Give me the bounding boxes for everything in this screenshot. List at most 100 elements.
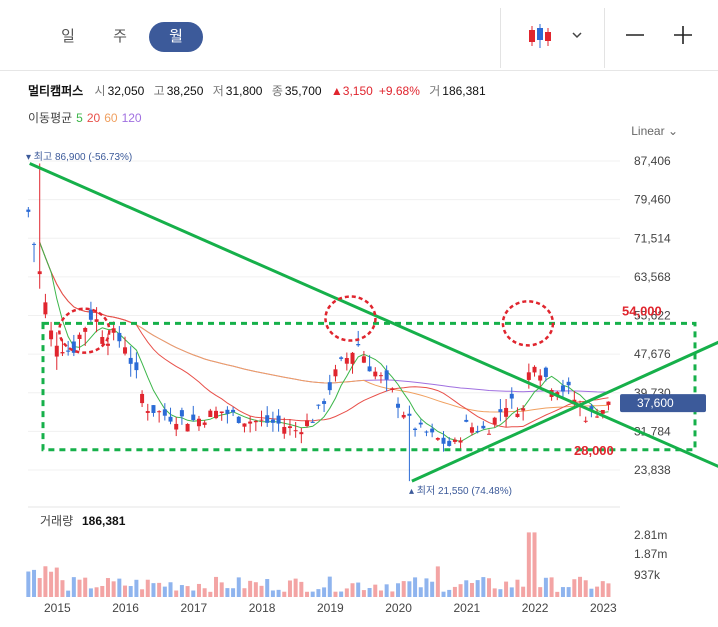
volume-bar bbox=[105, 578, 110, 597]
volume-bar bbox=[117, 578, 122, 597]
volume-value: 186,381 bbox=[442, 84, 486, 98]
volume-bar bbox=[560, 587, 565, 597]
volume-bar bbox=[344, 588, 349, 597]
ma-60: 60 bbox=[104, 111, 118, 125]
volume-bar bbox=[253, 582, 258, 597]
candle-body bbox=[396, 403, 401, 408]
candle-body bbox=[543, 367, 548, 377]
candle-body bbox=[538, 375, 543, 381]
volume-bar bbox=[37, 578, 42, 597]
volume-bar bbox=[543, 577, 548, 597]
volume-bar bbox=[162, 586, 167, 597]
scale-selector[interactable]: Linear ⌄ bbox=[631, 124, 678, 138]
x-tick-label: 2017 bbox=[181, 601, 208, 615]
high-label: 고 bbox=[153, 84, 165, 98]
candle-body bbox=[316, 404, 321, 406]
candle-body bbox=[492, 417, 497, 425]
volume-bar bbox=[145, 579, 150, 597]
volume-bar bbox=[435, 566, 440, 597]
volume-bar bbox=[515, 579, 520, 597]
zoom-out-button[interactable] bbox=[620, 18, 650, 52]
volume-bar bbox=[242, 588, 247, 597]
volume-bar bbox=[595, 586, 600, 597]
candle-body bbox=[248, 421, 253, 424]
volume-bar bbox=[322, 587, 327, 597]
candle-body bbox=[299, 432, 304, 435]
candle-body bbox=[270, 419, 275, 423]
candle-body bbox=[339, 357, 344, 359]
volume-bar bbox=[88, 588, 93, 597]
candle-body bbox=[105, 343, 110, 346]
candle-body bbox=[356, 344, 361, 346]
volume-bar bbox=[316, 589, 321, 597]
tab-week[interactable]: 주 bbox=[113, 28, 127, 45]
volume-bar bbox=[43, 566, 48, 597]
candle-body bbox=[151, 405, 156, 413]
candle-body bbox=[344, 358, 349, 364]
candle-body bbox=[287, 426, 292, 429]
candle-body bbox=[367, 366, 372, 372]
candle-body bbox=[293, 430, 298, 432]
current-price-label: 37,600 bbox=[637, 396, 674, 410]
volume-bar bbox=[196, 583, 201, 597]
ma-120: 120 bbox=[121, 111, 142, 125]
close-value: 35,700 bbox=[284, 84, 322, 98]
tab-day[interactable]: 일 bbox=[61, 28, 75, 45]
volume-bar bbox=[282, 591, 287, 597]
candle-body bbox=[54, 345, 59, 357]
candle-body bbox=[390, 388, 395, 391]
volume-bar bbox=[447, 589, 452, 597]
volume-bar bbox=[509, 587, 514, 597]
volume-bar bbox=[202, 588, 207, 597]
volume-bar bbox=[492, 588, 497, 597]
candle-body bbox=[407, 413, 412, 416]
candlestick-icon bbox=[529, 24, 582, 48]
x-tick-label: 2015 bbox=[44, 601, 71, 615]
volume-bar bbox=[452, 586, 457, 597]
candle-body bbox=[583, 420, 588, 422]
volume-bar bbox=[521, 586, 526, 597]
volume-bar bbox=[350, 583, 355, 597]
candle-body bbox=[100, 337, 105, 344]
candle-body bbox=[305, 420, 310, 427]
volume-bar bbox=[100, 585, 105, 597]
highlight-circle bbox=[501, 300, 555, 347]
volume-bar bbox=[600, 581, 605, 597]
candle-body bbox=[430, 428, 435, 433]
candle-body bbox=[606, 401, 611, 405]
price-info: 멀티캠퍼스 시 32,050 고 38,250 저 31,800 종 35,700 ▲3… bbox=[28, 82, 492, 99]
candle-body bbox=[333, 369, 338, 377]
candle-body bbox=[83, 327, 88, 332]
volume-bar bbox=[578, 576, 583, 597]
top-bar: 일 주 월 bbox=[0, 0, 718, 70]
candle-body bbox=[378, 375, 383, 377]
x-tick-label: 2016 bbox=[112, 601, 139, 615]
volume-bar bbox=[54, 567, 59, 597]
candle-body bbox=[515, 413, 520, 418]
moving-average-legend: 이동평균 5 20 60 120 bbox=[28, 109, 146, 126]
volume-bar bbox=[140, 589, 145, 597]
minus-icon bbox=[626, 34, 644, 36]
volume-bar bbox=[327, 576, 332, 597]
candle-body bbox=[162, 409, 167, 416]
candle-body bbox=[555, 392, 560, 396]
volume-bar bbox=[487, 578, 492, 597]
volume-bar bbox=[583, 580, 588, 597]
candle-body bbox=[60, 352, 65, 354]
candle-body bbox=[282, 426, 287, 434]
volume-bar bbox=[407, 581, 412, 597]
tab-month[interactable]: 월 bbox=[149, 22, 203, 52]
chevron-down-icon: ⌄ bbox=[667, 124, 678, 138]
volume-bar bbox=[123, 585, 128, 597]
volume-bar bbox=[276, 589, 281, 597]
y-tick-label: 23,838 bbox=[634, 463, 671, 477]
candle-body bbox=[49, 330, 54, 340]
candle-body bbox=[236, 416, 241, 423]
zoom-in-button[interactable] bbox=[668, 18, 698, 52]
candle-body bbox=[350, 352, 355, 364]
volume-bar bbox=[339, 591, 344, 597]
chart-type-button[interactable] bbox=[518, 18, 590, 52]
stock-name: 멀티캠퍼스 bbox=[28, 84, 84, 98]
candle-body bbox=[526, 372, 531, 380]
candle-body bbox=[566, 381, 571, 386]
